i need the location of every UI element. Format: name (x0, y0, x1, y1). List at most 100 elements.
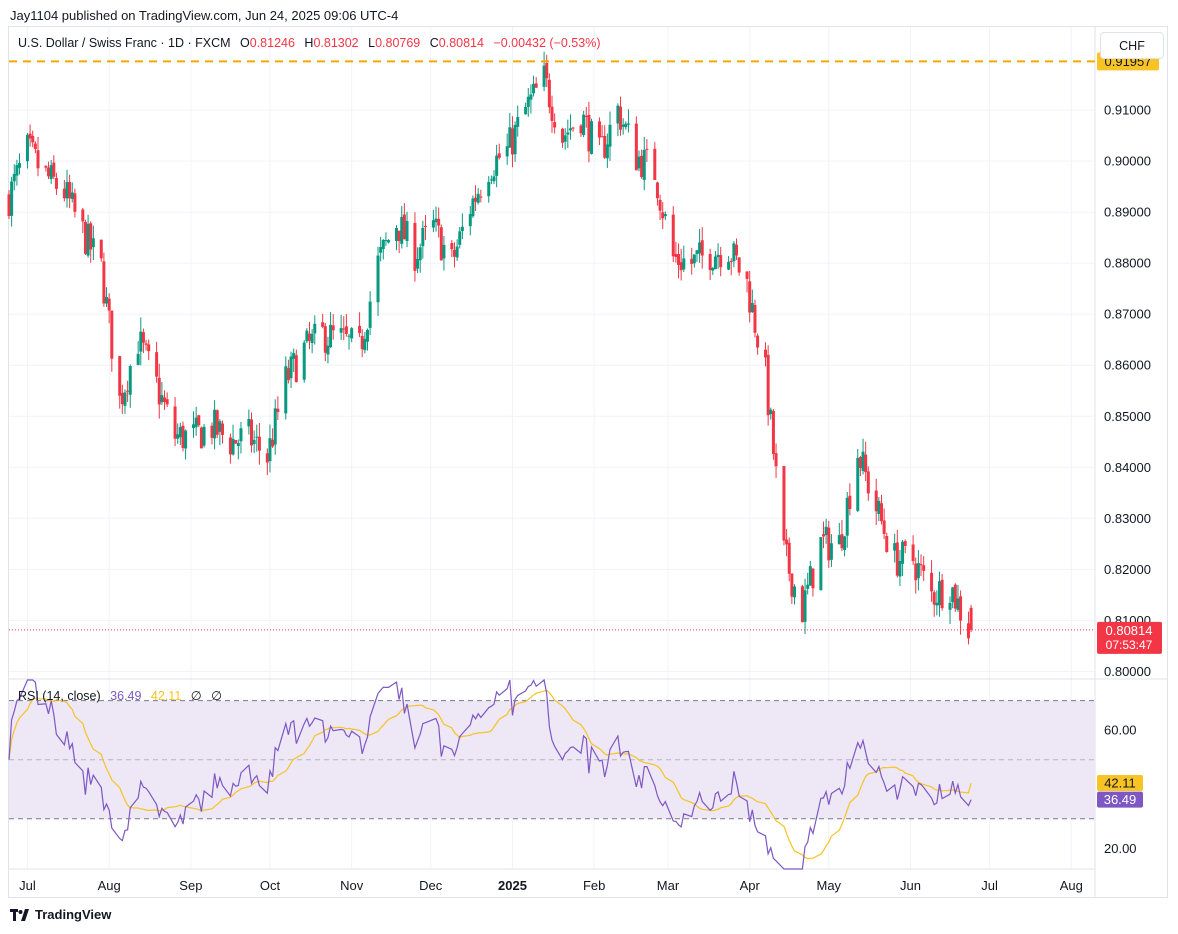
candle-body (321, 322, 325, 327)
candle-body (239, 428, 243, 442)
candle-up (505, 133, 509, 165)
candle-up (18, 153, 22, 175)
candle-body (671, 214, 675, 257)
candle-body (510, 128, 514, 155)
candle-up (178, 422, 182, 445)
candle-up (621, 118, 625, 135)
candle-body (247, 418, 251, 427)
candle-body (192, 424, 196, 429)
candle-body (951, 587, 955, 603)
candle-body (719, 255, 723, 268)
candle-down (634, 116, 638, 171)
candle-down (764, 342, 768, 367)
currency-button[interactable]: CHF (1100, 32, 1164, 59)
candle-down (766, 345, 770, 426)
candle-body (307, 333, 311, 341)
candle-up (837, 522, 841, 545)
candle-down (787, 537, 791, 582)
candle-down (344, 314, 348, 337)
candle-body (877, 500, 881, 515)
candle-down (199, 426, 203, 449)
candle-body (221, 423, 225, 435)
candle-up (695, 249, 699, 262)
candle-down (28, 124, 32, 147)
candle-up (376, 246, 380, 317)
candle-body (344, 326, 348, 334)
candle-down (294, 349, 298, 383)
candle-down (597, 117, 601, 146)
candle-body (729, 260, 733, 262)
candle-body (621, 124, 625, 127)
candle-down (99, 239, 103, 262)
candle-down (708, 248, 712, 281)
footer-brand[interactable]: TradingView (10, 907, 111, 922)
candle-body (52, 162, 56, 177)
candle-down (54, 172, 58, 195)
candle-up (91, 225, 95, 261)
candle-body (120, 392, 124, 405)
candle-down (895, 529, 899, 578)
candle-body (495, 155, 499, 176)
candle-body (141, 332, 145, 343)
candle-body (505, 146, 509, 157)
candle-up (642, 136, 646, 191)
candle-up (526, 88, 530, 117)
candle-body (526, 96, 530, 107)
rsi-ma-tag-bg (1097, 775, 1143, 792)
candle-down (547, 73, 551, 114)
candle-down (83, 219, 87, 255)
candle-body (882, 520, 886, 534)
candle-down (579, 123, 583, 137)
candle-body (65, 182, 69, 199)
candle-body (476, 193, 480, 203)
rsi-legend[interactable]: RSI (14, close) 36.49 42.11 ∅ ∅ (18, 688, 222, 703)
candle-down (423, 215, 427, 241)
candle-body (713, 256, 717, 270)
candle-up (637, 150, 641, 172)
candle-down (181, 421, 185, 452)
candle-up (184, 429, 188, 460)
candle-body (215, 410, 219, 435)
candle-down (147, 339, 151, 361)
candle-up (416, 247, 420, 274)
candle-down (360, 329, 364, 358)
time-tick-label: Mar (657, 878, 680, 893)
candle-up (916, 550, 920, 591)
candle-down (7, 190, 11, 220)
candle-body (529, 94, 533, 100)
candle-up (347, 333, 351, 350)
candle-body (250, 419, 254, 446)
candle-body (782, 466, 786, 541)
candle-body (144, 343, 148, 345)
rsi-ma-line (8, 689, 972, 860)
candle-up (692, 254, 696, 268)
candle-up (935, 590, 939, 616)
candle-body (516, 117, 520, 127)
candle-body (18, 163, 22, 168)
candle-down (331, 314, 335, 340)
candle-body (252, 439, 256, 445)
candle-up (468, 205, 472, 236)
candle-down (397, 230, 401, 254)
time-tick-label: Sep (179, 878, 202, 893)
candle-body (458, 231, 462, 245)
candle-body (948, 602, 952, 610)
candle-up (365, 328, 369, 351)
candle-up (948, 596, 952, 624)
candle-body (508, 127, 512, 148)
candle-up (529, 84, 533, 114)
candle-up (524, 102, 528, 115)
price-tick-label: 0.84000 (1104, 460, 1151, 475)
candle-body (634, 123, 638, 171)
price-tick-label: 0.89000 (1104, 205, 1151, 220)
candle-body (83, 221, 87, 254)
candle-body (268, 438, 272, 462)
symbol-legend[interactable]: U.S. Dollar / Swiss Franc · 1D · FXCM O0… (18, 36, 600, 50)
candle-up (49, 159, 53, 184)
candle-body (405, 221, 409, 242)
last-price-tag-bg (1097, 621, 1162, 654)
candle-body (769, 409, 773, 415)
candle-up (405, 211, 409, 248)
price-tick-label: 0.85000 (1104, 409, 1151, 424)
